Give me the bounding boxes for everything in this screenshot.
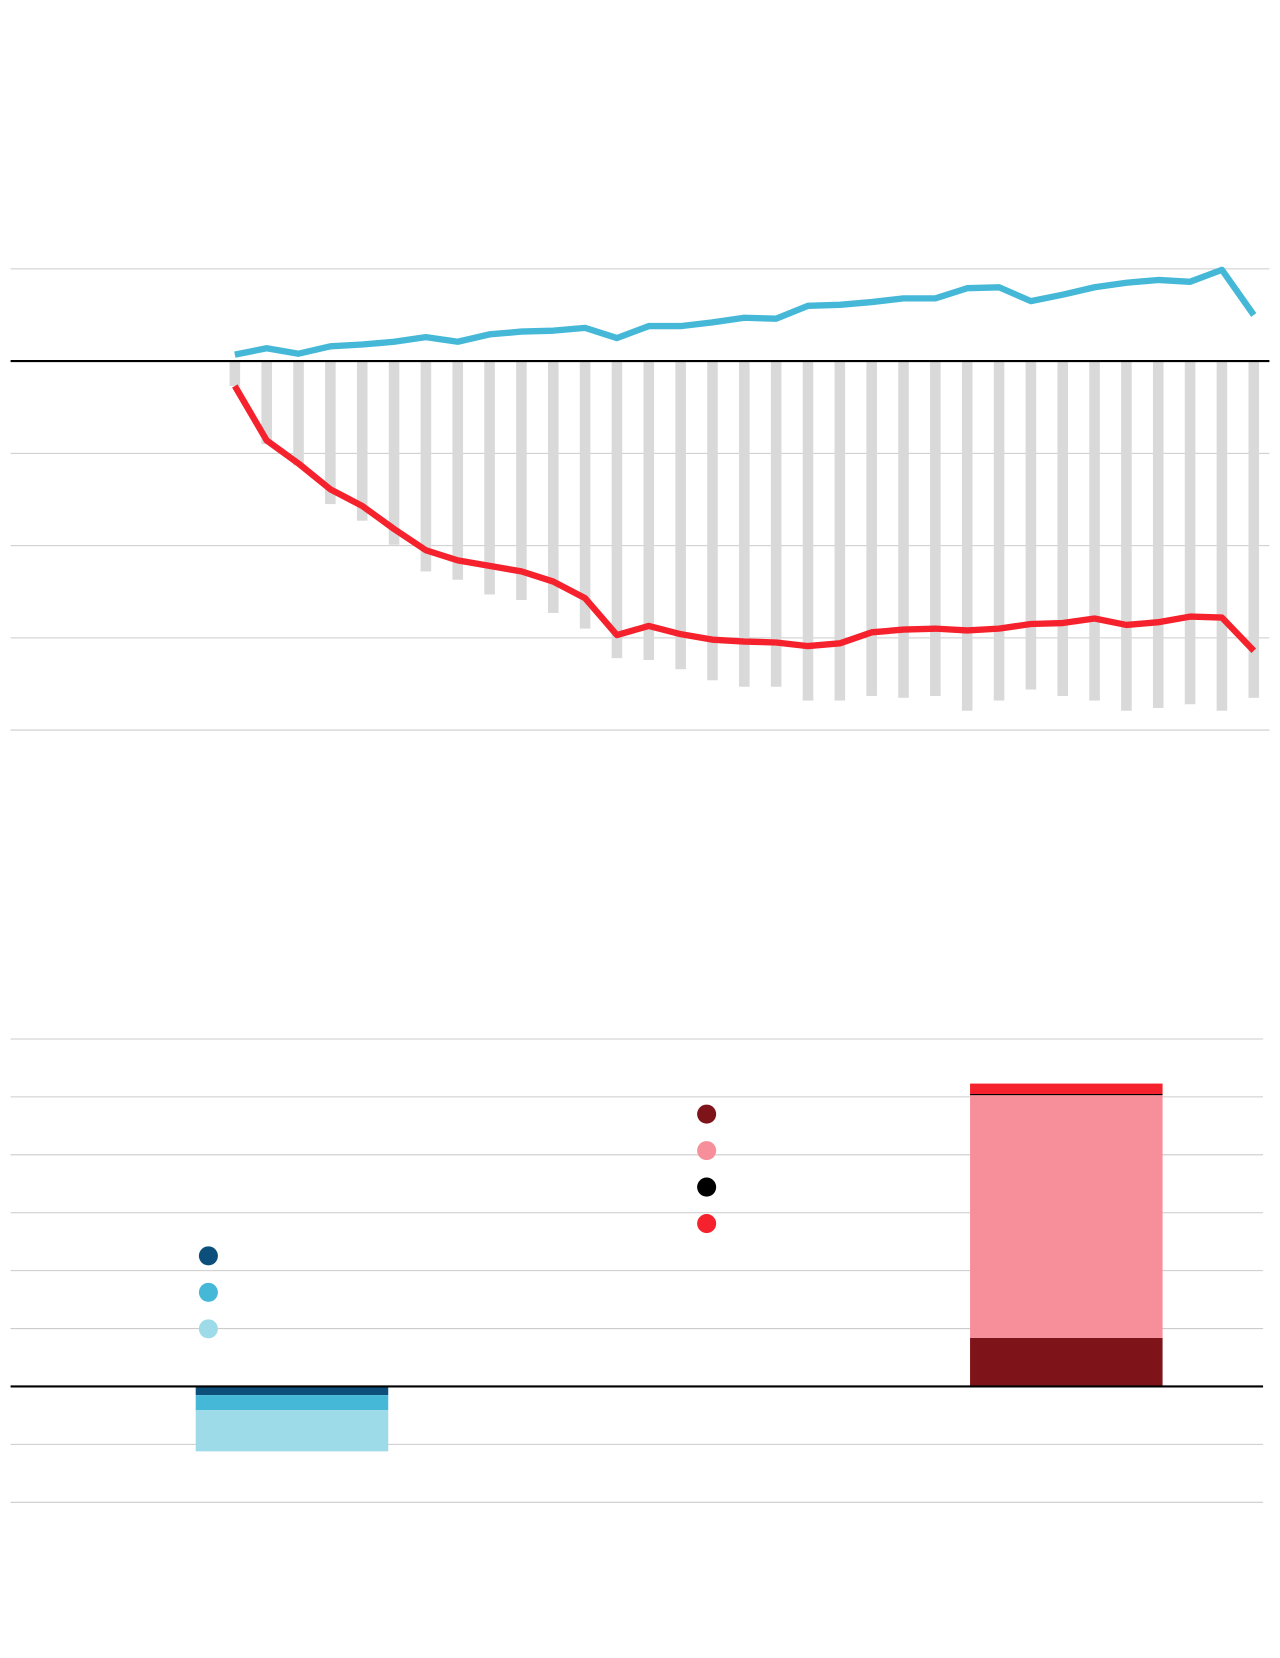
legend-dot: [198, 1282, 218, 1302]
bar: [834, 361, 846, 701]
bar: [930, 361, 941, 696]
bar: [516, 361, 527, 601]
bar-segment: [970, 1083, 1163, 1095]
bar: [1121, 361, 1132, 711]
bar: [229, 361, 241, 387]
bar: [611, 361, 623, 659]
bar: [420, 361, 432, 572]
legend-dot: [697, 1177, 717, 1197]
legend-dot: [697, 1141, 717, 1161]
bar: [452, 361, 464, 580]
bar: [643, 361, 655, 660]
bar: [1152, 361, 1164, 708]
line: [232, 384, 1257, 653]
bar: [388, 361, 400, 545]
bar-segment: [195, 1410, 389, 1452]
bar: [1089, 361, 1100, 701]
bar: [707, 361, 718, 681]
bar: [1184, 361, 1196, 705]
bar: [961, 361, 973, 711]
bar: [898, 361, 909, 698]
bar: [547, 361, 559, 613]
legend-dot: [697, 1214, 717, 1234]
bar: [325, 361, 336, 505]
bar: [739, 361, 750, 687]
bar-segment: [970, 1094, 1163, 1096]
bar: [1248, 361, 1260, 698]
bar: [1057, 361, 1069, 696]
bar: [1216, 361, 1228, 711]
bar-segment: [970, 1095, 1163, 1338]
bar-segment: [195, 1386, 389, 1396]
line: [234, 266, 1257, 358]
bar: [293, 361, 304, 466]
bar-segment: [970, 1337, 1163, 1387]
bar: [1025, 361, 1037, 690]
legend-dot: [198, 1246, 218, 1266]
bar: [261, 361, 272, 445]
bar: [770, 361, 782, 687]
bar: [356, 361, 368, 521]
bar: [802, 361, 814, 701]
bar-segment: [195, 1395, 389, 1411]
bar: [579, 361, 591, 629]
bar: [866, 361, 877, 696]
bar: [675, 361, 686, 670]
legend-dot: [697, 1104, 717, 1124]
bar: [484, 361, 495, 595]
bar: [993, 361, 1005, 701]
legend-dot: [198, 1319, 218, 1339]
